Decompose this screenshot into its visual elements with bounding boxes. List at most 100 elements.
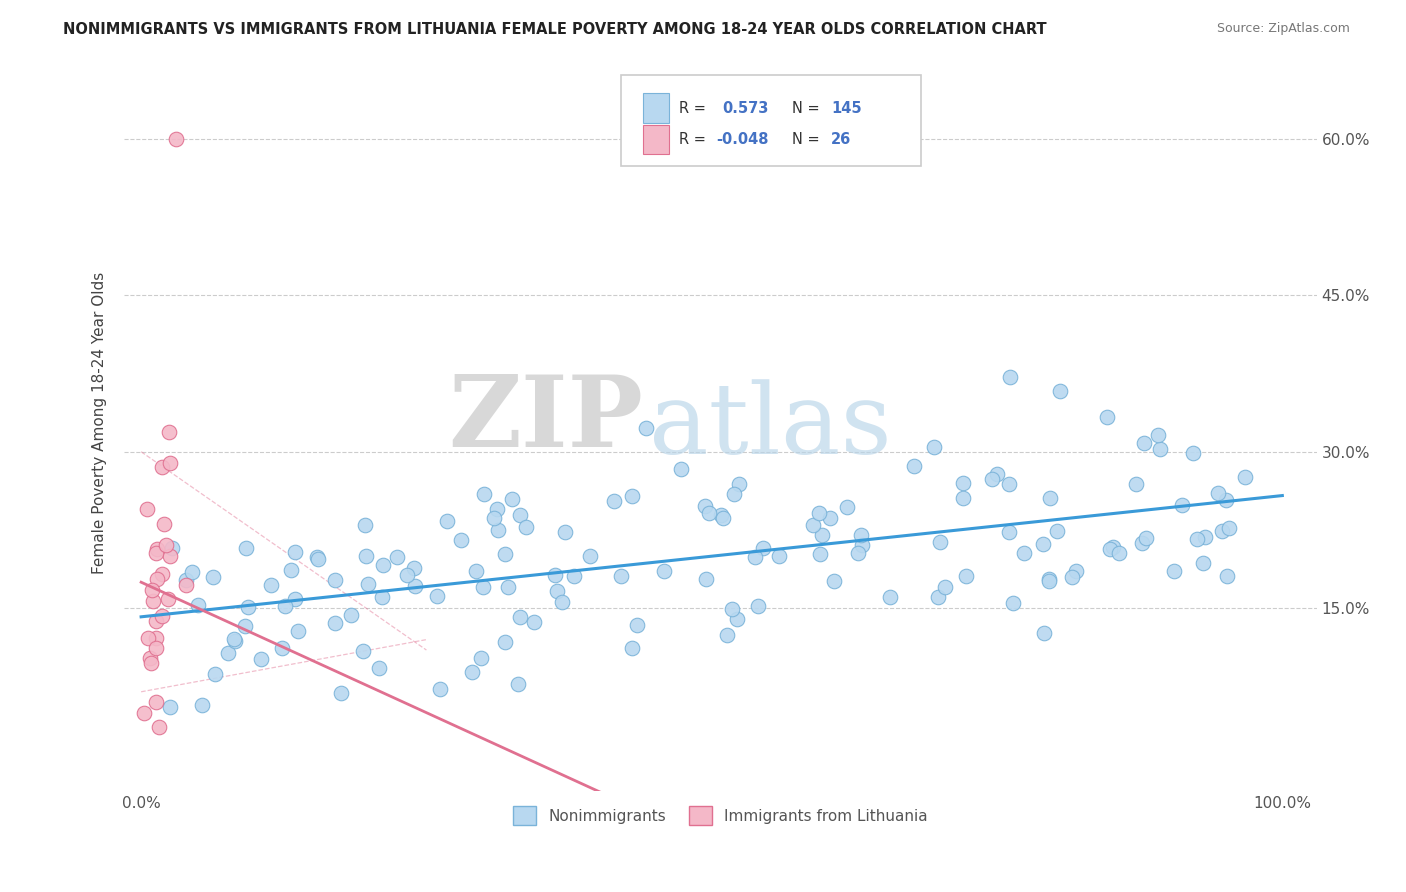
Text: -0.048: -0.048 bbox=[717, 132, 769, 147]
Point bbox=[141, 656, 163, 670]
Point bbox=[695, 572, 717, 586]
Point bbox=[156, 591, 179, 606]
Point bbox=[1125, 476, 1147, 491]
Point bbox=[523, 615, 546, 629]
Point bbox=[818, 511, 841, 525]
Point bbox=[233, 618, 256, 632]
Point bbox=[610, 568, 633, 582]
Point bbox=[710, 508, 733, 523]
Point bbox=[150, 566, 173, 581]
Point bbox=[273, 599, 295, 613]
Point bbox=[498, 581, 520, 595]
Point bbox=[636, 421, 658, 435]
Legend: Nonimmigrants, Immigrants from Lithuania: Nonimmigrants, Immigrants from Lithuania bbox=[508, 800, 934, 831]
Point bbox=[224, 634, 246, 648]
Point bbox=[515, 520, 537, 534]
Point bbox=[494, 635, 516, 649]
Point bbox=[450, 533, 472, 547]
Point bbox=[955, 569, 977, 583]
Point bbox=[1135, 531, 1157, 545]
Point bbox=[879, 590, 901, 604]
Point bbox=[997, 476, 1019, 491]
Point bbox=[1038, 574, 1060, 588]
Point bbox=[1038, 572, 1060, 586]
Point bbox=[716, 628, 738, 642]
Point bbox=[470, 651, 492, 665]
Point bbox=[546, 583, 568, 598]
Point bbox=[176, 573, 198, 587]
Point bbox=[148, 720, 170, 734]
Point bbox=[145, 695, 167, 709]
Point bbox=[159, 549, 181, 563]
Point bbox=[1130, 536, 1153, 550]
Point bbox=[157, 425, 180, 440]
Point bbox=[1098, 541, 1121, 556]
Point bbox=[744, 550, 766, 565]
Point bbox=[554, 525, 576, 540]
Point bbox=[1064, 564, 1087, 578]
Point bbox=[145, 631, 167, 645]
FancyBboxPatch shape bbox=[643, 94, 669, 123]
Point bbox=[260, 577, 283, 591]
Text: 26: 26 bbox=[831, 132, 852, 147]
Point bbox=[1215, 569, 1237, 583]
Point bbox=[159, 456, 181, 470]
Point bbox=[235, 541, 257, 556]
Point bbox=[142, 594, 165, 608]
Point bbox=[486, 523, 509, 537]
Point bbox=[436, 514, 458, 528]
Point bbox=[307, 552, 329, 566]
Point bbox=[934, 580, 956, 594]
Point bbox=[928, 535, 950, 549]
Point bbox=[1038, 491, 1060, 505]
Point bbox=[1208, 485, 1230, 500]
Text: N =: N = bbox=[792, 132, 820, 147]
Point bbox=[180, 565, 202, 579]
Point bbox=[851, 538, 873, 552]
Point bbox=[509, 610, 531, 624]
Point bbox=[697, 506, 720, 520]
Point bbox=[222, 632, 245, 646]
Point bbox=[626, 618, 648, 632]
Point bbox=[370, 591, 392, 605]
Text: atlas: atlas bbox=[648, 379, 891, 475]
Point bbox=[141, 583, 163, 598]
Point bbox=[371, 558, 394, 573]
Point bbox=[578, 549, 600, 563]
Text: ZIP: ZIP bbox=[449, 371, 643, 468]
Point bbox=[1163, 564, 1185, 578]
Point bbox=[846, 546, 869, 560]
Point bbox=[823, 574, 845, 589]
Point bbox=[482, 510, 505, 524]
Point bbox=[727, 476, 749, 491]
Point bbox=[145, 546, 167, 560]
Point bbox=[165, 131, 187, 145]
Point bbox=[1108, 545, 1130, 559]
Point bbox=[602, 494, 624, 508]
Point bbox=[922, 440, 945, 454]
Point bbox=[723, 487, 745, 501]
Point bbox=[1095, 410, 1118, 425]
Point bbox=[998, 369, 1021, 384]
Point bbox=[903, 459, 925, 474]
Point bbox=[271, 641, 294, 656]
Point bbox=[280, 563, 302, 577]
Point bbox=[986, 467, 1008, 482]
Point bbox=[721, 601, 744, 615]
Text: R =: R = bbox=[679, 101, 706, 116]
Point bbox=[204, 666, 226, 681]
Point bbox=[1194, 530, 1216, 544]
Point bbox=[1147, 428, 1170, 442]
Point bbox=[461, 665, 484, 679]
Point bbox=[238, 600, 260, 615]
Point bbox=[1149, 442, 1171, 456]
Point bbox=[132, 706, 155, 720]
Point bbox=[747, 599, 769, 613]
Point bbox=[952, 475, 974, 490]
Point bbox=[429, 681, 451, 696]
Point bbox=[544, 568, 567, 582]
Point bbox=[135, 501, 157, 516]
Point bbox=[323, 574, 346, 588]
Point bbox=[671, 461, 693, 475]
Point bbox=[356, 549, 378, 563]
